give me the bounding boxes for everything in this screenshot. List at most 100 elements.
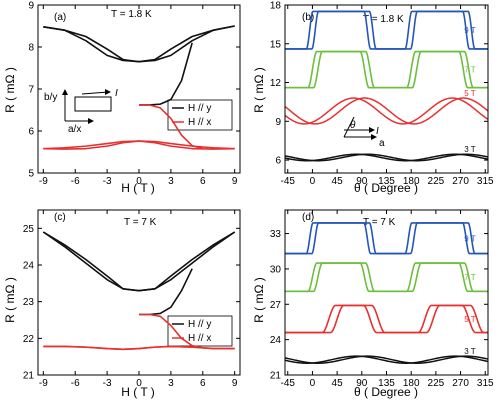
panel-b-annotation: T = 1.8 K <box>363 14 404 25</box>
y-tick-label: 7 <box>28 85 34 96</box>
x-tick-label: -45 <box>281 378 296 389</box>
y-tick-label: 21 <box>23 371 35 382</box>
y-tick-label: 27 <box>270 300 282 311</box>
y-tick-label: 22 <box>23 334 35 345</box>
series-9-t-label: 9 T <box>464 26 476 35</box>
series-7-t-backward-line <box>285 50 488 89</box>
y-tick-label: 5 <box>28 169 34 180</box>
y-tick-label: 33 <box>270 229 282 240</box>
angle-inset-theta: θ <box>350 120 356 131</box>
x-tick-label: 225 <box>428 378 445 389</box>
x-tick-label: 45 <box>332 176 344 187</box>
series-7-t-backward-line <box>285 262 488 293</box>
angle-inset-field-line <box>343 116 355 138</box>
panel-b-label: (b) <box>302 12 314 23</box>
series-7-t-label: 7 T <box>464 66 476 75</box>
panel-c-annotation: T = 7 K <box>124 217 157 228</box>
x-tick-label: 6 <box>200 176 206 187</box>
y-tick-label: 25 <box>23 224 35 235</box>
series-h-x-virgin-line <box>139 104 204 150</box>
inset-b-arrowhead-icon <box>62 89 68 95</box>
panel-c-legend: H // y H // x <box>167 315 233 347</box>
x-tick-label: 6 <box>200 378 206 389</box>
legend-label-hy: H // y <box>188 103 211 114</box>
x-tick-label: 135 <box>378 176 395 187</box>
panel-c-xlabel: H ( T ) <box>121 385 155 399</box>
x-tick-label: 135 <box>378 378 395 389</box>
x-tick-label: -6 <box>71 378 80 389</box>
x-tick-label: -3 <box>103 176 112 187</box>
x-tick-label: -6 <box>71 176 80 187</box>
y-tick-label: 6 <box>275 156 281 167</box>
plot-curves <box>43 25 235 150</box>
panel-a-xlabel: H ( T ) <box>121 181 155 195</box>
inset-sample-rect <box>74 96 112 112</box>
legend-label-hy: H // y <box>188 319 211 330</box>
y-tick-label: 30 <box>270 264 282 275</box>
x-tick-label: 9 <box>232 378 238 389</box>
angle-inset-a-arrowhead-icon <box>371 134 377 140</box>
x-tick-label: -9 <box>39 378 48 389</box>
series-h-y-down-line <box>42 231 236 292</box>
series-3-t-forward-line <box>285 355 488 364</box>
y-tick-label: 12 <box>270 78 282 89</box>
series-h-x-virgin-line <box>139 313 203 349</box>
x-tick-label: 180 <box>403 176 420 187</box>
inset-current-label: I <box>115 88 118 99</box>
series-3-t-forward-line <box>285 153 488 162</box>
angle-inset-current-arrowhead-icon <box>369 127 375 133</box>
y-tick-label: 6 <box>28 127 34 138</box>
plot-curves <box>285 222 488 364</box>
series-9-t-label: 9 T <box>464 234 476 243</box>
y-tick-label: 21 <box>270 371 282 382</box>
series-5-t-backward-line <box>285 97 488 125</box>
plot-curves <box>42 231 236 351</box>
inset-a-label: a/x <box>68 124 81 135</box>
y-tick-label: 9 <box>275 117 281 128</box>
x-tick-label: 90 <box>356 378 368 389</box>
x-tick-label: 3 <box>168 176 174 187</box>
panel-a-legend: H // y H // x <box>167 99 233 131</box>
y-tick-label: 24 <box>23 261 35 272</box>
x-tick-label: 90 <box>356 176 368 187</box>
panel-d-label: (d) <box>302 212 314 223</box>
series-3-t-backward-line <box>285 153 488 162</box>
legend-label-hx: H // x <box>188 117 211 128</box>
legend-box <box>167 315 233 347</box>
angle-inset-current-label: I <box>376 126 379 137</box>
x-tick-label: 315 <box>477 378 494 389</box>
panel-c-ylabel: R ( mΩ ) <box>3 277 17 323</box>
panel-b-xlabel: θ ( Degree ) <box>354 181 418 195</box>
panel-a-label: (a) <box>54 12 66 23</box>
panel-a-inset-diagram: b/y a/x I <box>44 88 118 135</box>
series-3-t-label: 3 T <box>464 347 476 356</box>
panel-c: (c) T = 7 K H ( T ) R ( mΩ ) H // y H //… <box>3 209 241 399</box>
y-tick-label: 23 <box>23 297 35 308</box>
inset-b-label: b/y <box>44 92 57 103</box>
x-tick-label: 0 <box>136 176 142 187</box>
series-9-t-backward-line <box>285 10 488 50</box>
x-tick-label: 0 <box>136 378 142 389</box>
plot-curves <box>285 10 488 162</box>
series-5-t-backward-line <box>285 304 488 334</box>
panel-d: (d) T = 7 K θ ( Degree ) R ( mΩ ) 9 T 7 T… <box>252 209 494 399</box>
angle-inset-a-label: a <box>379 138 385 149</box>
y-tick-label: 9 <box>28 1 34 12</box>
x-tick-label: -45 <box>281 176 296 187</box>
legend-box <box>167 99 233 131</box>
panel-d-annotation: T = 7 K <box>363 217 396 228</box>
inset-a-arrowhead-icon <box>88 118 94 124</box>
series-3-t-backward-line <box>285 355 488 364</box>
y-tick-label: 18 <box>270 1 282 12</box>
x-tick-label: 180 <box>403 378 420 389</box>
panel-d-ylabel: R ( mΩ ) <box>252 277 266 323</box>
x-tick-label: -3 <box>103 378 112 389</box>
series-7-t-label: 7 T <box>464 273 476 282</box>
x-tick-label: 45 <box>332 378 344 389</box>
series-h-x-down-line <box>43 140 235 150</box>
x-tick-label: -9 <box>39 176 48 187</box>
legend-label-hx: H // x <box>188 333 211 344</box>
panel-b: (b) T = 1.8 K θ ( Degree ) R ( mΩ ) θ I … <box>252 1 494 196</box>
